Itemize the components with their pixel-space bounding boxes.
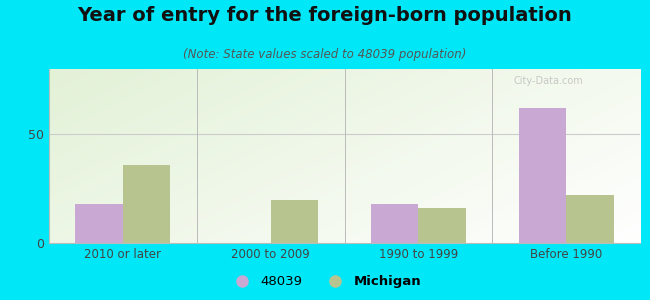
Text: City-Data.com: City-Data.com [514, 76, 583, 86]
Legend: 48039, Michigan: 48039, Michigan [224, 270, 426, 293]
Bar [371, 204, 419, 243]
Bar [75, 204, 123, 243]
Bar [519, 108, 566, 243]
Text: (Note: State values scaled to 48039 population): (Note: State values scaled to 48039 popu… [183, 48, 467, 61]
Bar [419, 208, 466, 243]
Text: Year of entry for the foreign-born population: Year of entry for the foreign-born popul… [77, 6, 573, 25]
Bar [566, 195, 614, 243]
Bar [270, 200, 318, 243]
Bar [123, 165, 170, 243]
